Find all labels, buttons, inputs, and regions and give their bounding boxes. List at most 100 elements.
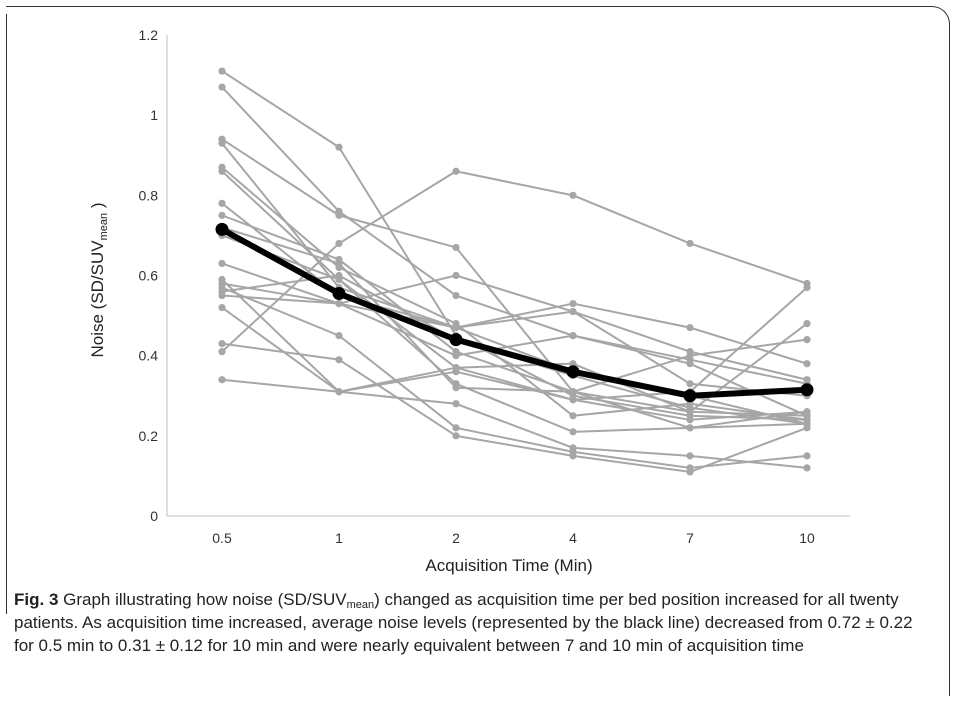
patient-point: [335, 388, 343, 396]
patient-line: [221, 262, 808, 381]
patient-point: [218, 259, 226, 268]
patient-point: [335, 271, 343, 280]
patient-point: [452, 424, 460, 432]
average-point: [215, 222, 229, 236]
figure-frame: [6, 6, 950, 696]
x-tick-label: 1: [335, 530, 343, 546]
patient-point: [335, 259, 343, 268]
patient-point: [218, 211, 226, 219]
patient-point: [452, 271, 460, 280]
patient-line: [221, 274, 808, 397]
y-tick-label: 1: [150, 107, 158, 123]
patient-point: [569, 388, 577, 396]
patient-point: [218, 340, 226, 348]
patient-line: [221, 286, 808, 401]
patient-point: [452, 352, 460, 360]
patient-point: [686, 360, 694, 368]
y-axis-label-main: Noise (SD/SUV: [88, 240, 107, 358]
patient-point: [452, 167, 460, 175]
average-point: [566, 365, 580, 379]
x-tick-label: 4: [569, 530, 577, 546]
patient-point: [803, 464, 811, 472]
y-axis-label-sub: mean: [98, 213, 110, 241]
patient-point: [452, 364, 460, 372]
patient-line: [221, 282, 808, 417]
patient-line: [221, 234, 808, 433]
series-patient-11: [218, 275, 811, 472]
patient-point: [335, 211, 343, 219]
patient-point: [335, 239, 343, 248]
series-patient-2: [218, 83, 811, 388]
patient-point: [335, 356, 343, 364]
patient-line: [221, 170, 808, 421]
patient-point: [452, 243, 460, 252]
patient-point: [686, 468, 694, 476]
patient-line: [221, 170, 808, 353]
figure-caption: Fig. 3 Graph illustrating how noise (SD/…: [14, 588, 934, 657]
y-tick-label: 0.6: [139, 268, 159, 284]
patient-point: [686, 239, 694, 248]
patient-point: [803, 360, 811, 368]
patient-point: [686, 352, 694, 360]
x-tick-label: 2: [452, 530, 460, 546]
x-tick-label: 10: [799, 530, 815, 546]
x-axis: 0.5 1 2 4 7 10: [167, 515, 850, 546]
patient-point: [803, 279, 811, 288]
x-tick-label: 7: [686, 530, 694, 546]
y-axis-label-end: ): [88, 202, 107, 212]
y-tick-label: 0.2: [139, 428, 159, 444]
patient-point: [569, 299, 577, 308]
patient-line: [221, 166, 808, 421]
y-tick-label: 0: [150, 508, 158, 524]
patient-point: [686, 408, 694, 416]
patient-point: [569, 412, 577, 420]
patient-line: [221, 70, 808, 421]
patient-point: [218, 279, 226, 288]
patient-line: [221, 202, 808, 365]
patient-point: [803, 336, 811, 344]
patient-point: [218, 83, 226, 91]
series-patient-7: [218, 199, 811, 368]
average-point: [800, 383, 814, 397]
patient-point: [452, 384, 460, 392]
patient-line: [221, 286, 808, 469]
patient-point: [569, 452, 577, 460]
patient-point: [452, 324, 460, 332]
patient-point: [569, 332, 577, 340]
series-patient-9: [218, 231, 811, 436]
patient-point: [803, 452, 811, 460]
patient-point: [686, 424, 694, 432]
patient-line: [221, 342, 808, 473]
patient-point: [803, 376, 811, 384]
patient-point: [218, 67, 226, 75]
caption-subscript: mean: [346, 599, 375, 611]
series-layer: [215, 67, 814, 476]
y-tick-label: 0.4: [139, 348, 159, 364]
patient-point: [218, 303, 226, 312]
y-tick-label: 0.8: [139, 187, 159, 203]
y-axis-label: Noise (SD/SUVmean ): [88, 202, 110, 357]
patient-line: [221, 214, 808, 417]
patient-point: [218, 376, 226, 384]
y-tick-label: 1.2: [139, 27, 159, 43]
patient-point: [569, 396, 577, 404]
x-tick-label: 0.5: [212, 530, 232, 546]
patient-line: [221, 226, 808, 393]
patient-line: [221, 142, 808, 425]
patient-point: [686, 380, 694, 388]
y-axis: 0 0.2 0.4 0.6 0.8 1 1.2: [139, 27, 168, 524]
patient-point: [452, 291, 460, 300]
patient-point: [452, 400, 460, 408]
caption-label: Fig. 3: [14, 590, 59, 609]
x-axis-label: Acquisition Time (Min): [425, 556, 592, 575]
patient-point: [686, 452, 694, 460]
patient-point: [218, 291, 226, 300]
average-point: [683, 389, 697, 403]
average-point: [449, 333, 463, 347]
patient-point: [218, 348, 226, 356]
patient-point: [218, 199, 226, 207]
caption-text-before: Graph illustrating how noise (SD/SUV: [58, 590, 347, 609]
series-patient-14: [218, 271, 811, 400]
patient-point: [569, 191, 577, 199]
patient-point: [335, 332, 343, 340]
